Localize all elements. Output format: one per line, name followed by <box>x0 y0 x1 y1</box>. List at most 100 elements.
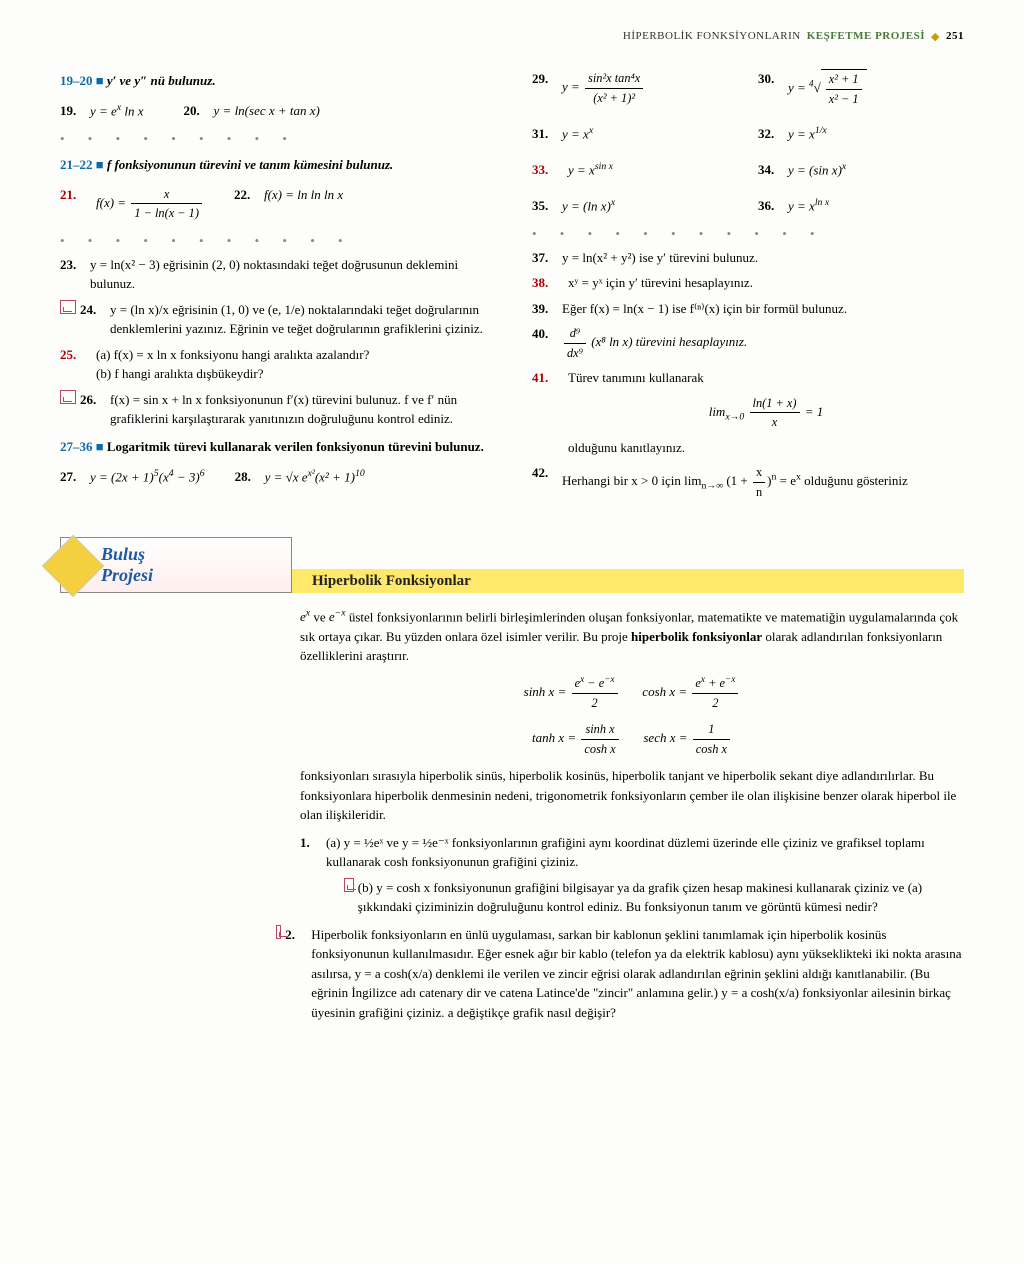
separator-dots: • • • • • • • • • • • <box>532 226 964 242</box>
problem-text: y = xx <box>562 124 738 144</box>
project-box-title1: Buluş <box>101 544 281 565</box>
formula-row-2: tanh x = sinh xcosh x sech x = 1cosh x <box>300 720 964 758</box>
page-header: HİPERBOLİK FONKSİYONLARIN KEŞFETME PROJE… <box>60 30 964 43</box>
q-body: (a) y = ½eˣ ve y = ½e⁻ˣ fonksiyonlarının… <box>326 833 964 917</box>
problem-number: 30. <box>758 69 788 108</box>
q1a-text: (a) y = ½eˣ ve y = ½e⁻ˣ fonksiyonlarının… <box>326 835 925 870</box>
exercises-columns: 19–20 ■ y′ ve y″ nü bulunuz. 19.y = ex l… <box>60 63 964 507</box>
graph-icon <box>276 925 281 939</box>
problem-number: 32. <box>758 124 788 144</box>
page-number: 251 <box>946 30 964 43</box>
problem-number: 37. <box>532 248 562 268</box>
part-text: olduğunu kanıtlayınız. <box>568 440 685 455</box>
problem-text: y = sin²x tan⁴x(x² + 1)² <box>562 69 738 108</box>
problem-number: 25. <box>60 345 90 384</box>
formula-row-1: sinh x = ex − e−x2 cosh x = ex + e−x2 <box>300 674 964 712</box>
problem-text: y = (sin x)x <box>788 160 964 180</box>
problem-text: y = (2x + 1)5(x4 − 3)6 <box>90 467 205 487</box>
problem-number: 23. <box>60 255 90 294</box>
problem-36: 36.y = xln x <box>758 196 964 216</box>
right-column: 29.y = sin²x tan⁴x(x² + 1)² 30.y = 4√x² … <box>532 63 964 507</box>
problem-number: 31. <box>532 124 562 144</box>
part-b: (b) f hangi aralıkta dışbükeydir? <box>96 366 264 381</box>
problem-number: 27. <box>60 467 90 487</box>
problem-number: 28. <box>235 467 265 487</box>
problem-21: 21.f(x) = x1 − ln(x − 1) <box>60 185 204 223</box>
problem-text: y = ln(x² + y²) ise y′ türevini bulunuz. <box>562 248 964 268</box>
part-text: Türev tanımını kullanarak <box>568 370 704 385</box>
problem-text: xʸ = yˣ için y′ türevini hesaplayınız. <box>568 273 964 293</box>
problem-text: y = x1/x <box>788 124 964 144</box>
problem-number: 21. <box>60 185 90 223</box>
problem-42: 42.Herhangi bir x > 0 için limn→∞ (1 + x… <box>532 463 964 501</box>
problem-text: y = (ln x)x <box>562 196 738 216</box>
problem-38: 38.xʸ = yˣ için y′ türevini hesaplayınız… <box>532 273 964 293</box>
q2-text: Hiperbolik fonksiyonların en ünlü uygula… <box>311 925 964 1023</box>
problem-number: 40. <box>532 324 562 362</box>
problem-33: 33. y = xsin x <box>532 160 738 180</box>
problem-32: 32.y = x1/x <box>758 124 964 144</box>
problem-text: y = √x ex²(x² + 1)10 <box>265 467 365 487</box>
problem-number: 22. <box>234 185 264 223</box>
problem-text: f(x) = sin x + ln x fonksiyonunun f′(x) … <box>110 390 492 429</box>
range-label: 19–20 <box>60 73 93 88</box>
problem-23: 23.y = ln(x² − 3) eğrisinin (2, 0) nokta… <box>60 255 492 294</box>
part-a: (a) f(x) = x ln x fonksiyonu hangi aralı… <box>96 347 369 362</box>
problem-24: 24.y = (ln x)/x eğrisinin (1, 0) ve (e, … <box>60 300 492 339</box>
graph-icon <box>344 878 354 892</box>
problem-text: f(x) = x1 − ln(x − 1) <box>96 185 204 223</box>
problem-number: 19. <box>60 101 90 121</box>
problem-text: y = xsin x <box>568 160 738 180</box>
header-section: KEŞFETME PROJESİ <box>807 30 925 43</box>
problem-41: 41.Türev tanımını kullanarak limx→0 ln(1… <box>532 368 964 457</box>
project-box: Buluş Projesi <box>60 537 292 593</box>
problem-text: Herhangi bir x > 0 için limn→∞ (1 + xn)n… <box>562 463 964 501</box>
graph-icon <box>60 390 76 404</box>
problem-28: 28.y = √x ex²(x² + 1)10 <box>235 467 365 487</box>
problem-40: 40.d⁹dx⁹ (x⁸ ln x) türevini hesaplayınız… <box>532 324 964 362</box>
project-title-strip: Hiperbolik Fonksiyonlar <box>292 569 964 593</box>
graph-icon <box>60 300 76 314</box>
problem-number: 33. <box>532 160 562 180</box>
problem-35: 35.y = (ln x)x <box>532 196 738 216</box>
problem-text: y = xln x <box>788 196 964 216</box>
problem-number: 24. <box>80 300 110 339</box>
problem-31: 31.y = xx <box>532 124 738 144</box>
separator-dots: • • • • • • • • • • • <box>60 233 492 249</box>
range-label: 21–22 <box>60 157 93 172</box>
project-title: Hiperbolik Fonksiyonlar <box>312 573 471 590</box>
problem-text: Türev tanımını kullanarak limx→0 ln(1 + … <box>568 368 964 457</box>
project-intro: ex ve e−x üstel fonksiyonlarının belirli… <box>300 607 964 666</box>
range-instr: 21–22 ■ f fonksiyonunun türevini ve tanı… <box>60 157 492 173</box>
problem-39: 39.Eğer f(x) = ln(x − 1) ise f⁽ⁿ⁾(x) içi… <box>532 299 964 319</box>
problem-number: 34. <box>758 160 788 180</box>
q1b-text: (b) y = cosh x fonksiyonunun grafiğini b… <box>358 878 964 917</box>
separator-dots: • • • • • • • • • <box>60 131 492 147</box>
bullet-icon: ■ <box>96 439 107 454</box>
problem-34: 34.y = (sin x)x <box>758 160 964 180</box>
problem-text: y = ln(sec x + tan x) <box>214 101 320 121</box>
q-number: 2. <box>285 925 303 1023</box>
instr-text: Logaritmik türevi kullanarak verilen fon… <box>107 439 484 454</box>
range-instr: 27–36 ■ Logaritmik türevi kullanarak ver… <box>60 439 492 455</box>
problem-27: 27.y = (2x + 1)5(x4 − 3)6 <box>60 467 205 487</box>
header-title: HİPERBOLİK FONKSİYONLARIN <box>623 30 801 43</box>
problem-number: 35. <box>532 196 562 216</box>
limit-expr: limx→0 ln(1 + x)x = 1 <box>568 394 964 432</box>
problem-25: 25. (a) f(x) = x ln x fonksiyonu hangi ar… <box>60 345 492 384</box>
problem-text: y = 4√x² + 1x² − 1 <box>788 69 964 108</box>
problem-26: 26.f(x) = sin x + ln x fonksiyonunun f′(… <box>60 390 492 429</box>
problem-number: 39. <box>532 299 562 319</box>
left-column: 19–20 ■ y′ ve y″ nü bulunuz. 19.y = ex l… <box>60 63 492 507</box>
problem-text: d⁹dx⁹ (x⁸ ln x) türevini hesaplayınız. <box>562 324 964 362</box>
problem-text: (a) f(x) = x ln x fonksiyonu hangi aralı… <box>96 345 492 384</box>
problem-30: 30.y = 4√x² + 1x² − 1 <box>758 69 964 108</box>
project-box-title2: Projesi <box>101 565 281 586</box>
project-para2: fonksiyonları sırasıyla hiperbolik sinüs… <box>300 766 964 825</box>
project-body: ex ve e−x üstel fonksiyonlarının belirli… <box>300 607 964 1022</box>
bullet-icon: ■ <box>96 157 107 172</box>
problem-number: 29. <box>532 69 562 108</box>
problem-22: 22.f(x) = ln ln ln x <box>234 185 343 223</box>
problem-37: 37.y = ln(x² + y²) ise y′ türevini bulun… <box>532 248 964 268</box>
problem-number: 26. <box>80 390 110 429</box>
